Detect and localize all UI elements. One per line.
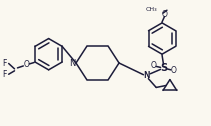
Text: CH₃: CH₃ <box>146 7 157 12</box>
Text: N: N <box>143 71 150 80</box>
Text: O: O <box>23 60 29 69</box>
Text: N: N <box>143 71 150 80</box>
Text: S: S <box>160 63 168 73</box>
Text: F: F <box>2 58 7 68</box>
Text: O: O <box>162 10 168 19</box>
Text: O: O <box>150 61 156 70</box>
Text: F: F <box>2 70 7 79</box>
Text: N: N <box>69 58 75 68</box>
Text: O: O <box>171 66 177 75</box>
